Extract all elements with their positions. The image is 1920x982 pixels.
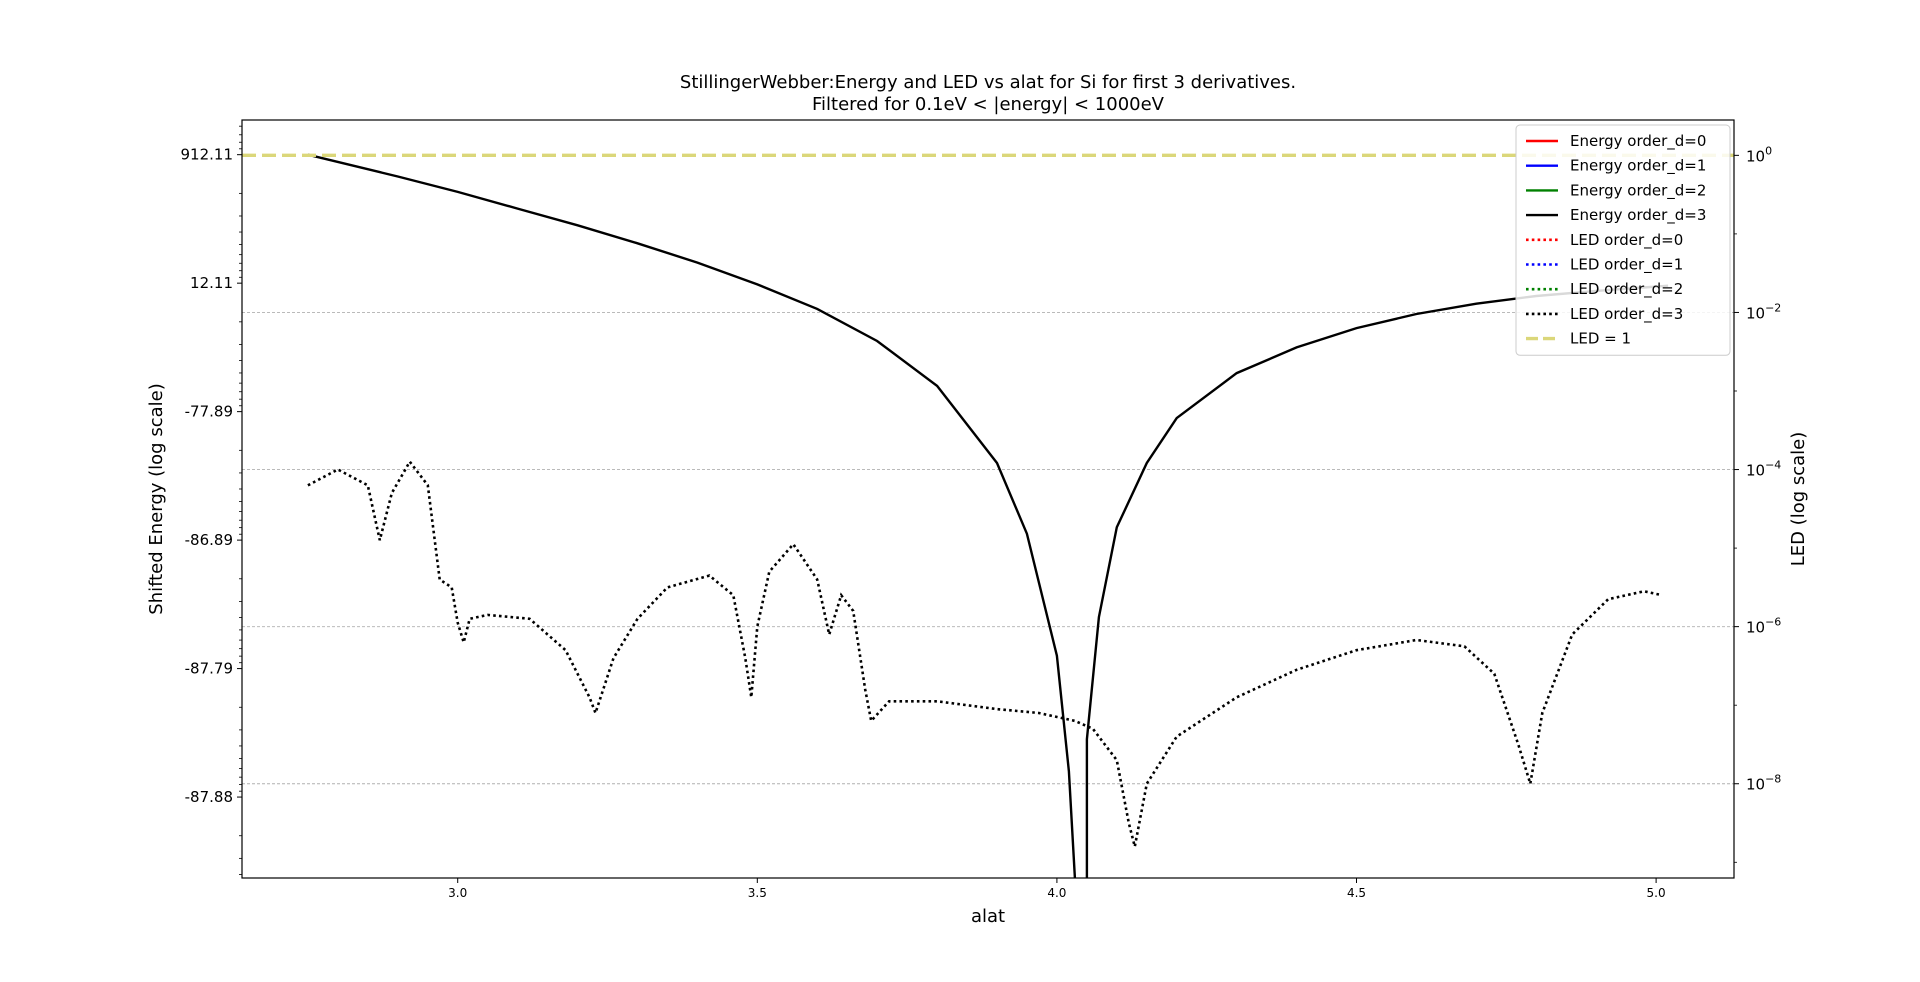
x-axis: 3.0 3.5 4.0 4.5 5.0 <box>448 878 1666 900</box>
legend-box <box>1515 124 1731 356</box>
x-tick-label: 5.0 <box>1647 886 1666 900</box>
left-y-tick-label: -87.79 <box>185 660 233 678</box>
series-led-order-d-3 <box>307 459 1663 847</box>
right-y-tick-label: 10−8 <box>1746 773 1781 794</box>
legend-label: Energy order_d=3 <box>1570 206 1706 225</box>
plot-frame <box>241 119 1735 879</box>
series-layer <box>242 153 1734 878</box>
legend-label: Energy order_d=2 <box>1570 181 1706 200</box>
left-y-axis-label: Shifted Energy (log scale) <box>146 383 167 614</box>
x-tick-label: 4.5 <box>1347 886 1366 900</box>
legend-label: Energy order_d=0 <box>1570 132 1706 151</box>
right-y-axis: 100 10−2 10−4 10−6 10−8 <box>1734 144 1781 863</box>
legend-label: LED order_d=3 <box>1570 305 1683 324</box>
legend: Energy order_d=0 Energy order_d=1 Energy o… <box>1515 124 1731 356</box>
right-y-tick-label: 10−2 <box>1746 301 1781 322</box>
legend-label: LED order_d=1 <box>1570 256 1683 275</box>
right-y-tick-label: 100 <box>1746 144 1772 165</box>
left-y-tick-label: -87.88 <box>185 788 233 806</box>
legend-label: Energy order_d=1 <box>1570 157 1706 176</box>
left-y-tick-label: -86.89 <box>185 531 233 549</box>
series-energy-order-d-3-segment-0 <box>307 153 1077 878</box>
left-y-axis: 912.11 12.11 -77.89 -86.89 -87.79 -87.88 <box>181 125 242 875</box>
chart-title-line-1: StillingerWebber:Energy and LED vs alat … <box>680 72 1296 93</box>
left-y-tick-label: 912.11 <box>181 146 234 164</box>
legend-label: LED = 1 <box>1570 330 1631 348</box>
left-y-tick-label: 12.11 <box>190 274 233 292</box>
series-energy-order-d-3-segment-1 <box>1085 284 1669 878</box>
legend-label: LED order_d=2 <box>1570 280 1683 299</box>
legend-label: LED order_d=0 <box>1570 231 1683 250</box>
x-axis-label: alat <box>971 906 1005 927</box>
x-tick-label: 3.0 <box>448 886 467 900</box>
x-tick-label: 4.0 <box>1047 886 1066 900</box>
chart-title-line-2: Filtered for 0.1eV < |energy| < 1000eV <box>812 94 1165 115</box>
title: StillingerWebber:Energy and LED vs alat … <box>680 72 1296 115</box>
left-y-tick-label: -77.89 <box>185 403 233 421</box>
right-y-tick-label: 10−6 <box>1746 616 1781 637</box>
right-y-axis-label: LED (log scale) <box>1788 432 1809 567</box>
x-tick-label: 3.5 <box>748 886 767 900</box>
right-y-tick-label: 10−4 <box>1746 459 1781 480</box>
gridlines <box>242 311 1734 785</box>
